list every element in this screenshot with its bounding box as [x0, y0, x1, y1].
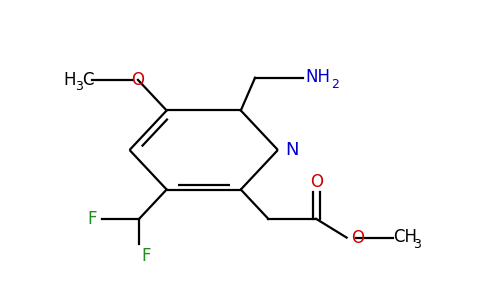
Text: O: O	[310, 172, 323, 190]
Text: 3: 3	[76, 80, 83, 93]
Text: O: O	[132, 71, 144, 89]
Text: N: N	[285, 141, 299, 159]
Text: NH: NH	[305, 68, 330, 86]
Text: F: F	[141, 247, 151, 265]
Text: CH: CH	[393, 228, 418, 246]
Text: C: C	[82, 71, 93, 89]
Text: H: H	[64, 71, 76, 89]
Text: O: O	[351, 229, 364, 247]
Text: 2: 2	[331, 78, 339, 91]
Text: F: F	[87, 210, 96, 228]
Text: 3: 3	[413, 238, 421, 250]
